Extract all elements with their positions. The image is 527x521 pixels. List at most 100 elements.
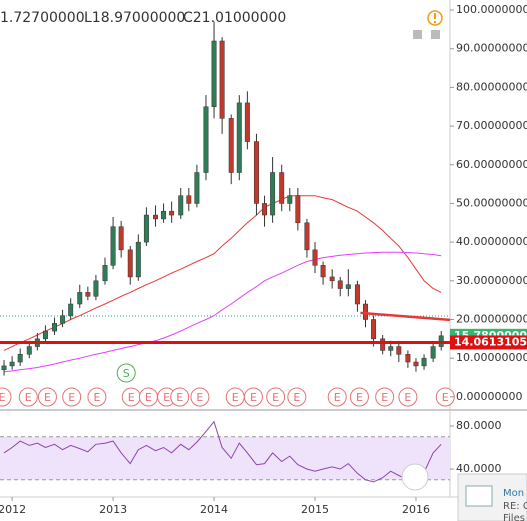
candle-body: [1, 365, 7, 371]
candle-body: [312, 249, 318, 266]
candle-body: [371, 319, 377, 340]
candle-body: [194, 172, 200, 204]
candle-body: [161, 210, 167, 220]
candle-body: [337, 280, 343, 289]
event-label: E: [404, 391, 411, 404]
notification-line: Files: [503, 513, 525, 521]
moving-average: [3, 195, 442, 351]
y-tick-label: 50.00000000: [456, 196, 527, 209]
y-tick-label: 80.00000000: [456, 80, 527, 93]
candle-body: [405, 354, 411, 363]
candle-body: [42, 330, 48, 340]
candle-body: [421, 357, 427, 367]
event-marker[interactable]: [375, 387, 395, 407]
candle-body: [110, 226, 116, 266]
y-tick-label: 10.00000000: [456, 351, 527, 364]
event-label: E: [128, 391, 135, 404]
alert-icon-bar: [434, 13, 436, 19]
candle-body: [153, 214, 158, 220]
candle-body: [244, 102, 250, 142]
axes: 0.00000000 10.00000000 20.00000000 30.00000…: [0, 3, 527, 516]
candle-body: [60, 315, 66, 324]
x-tick-label: 2016: [402, 503, 430, 516]
event-marker[interactable]: [0, 387, 12, 407]
alert-icon-dot: [434, 21, 436, 23]
candle-body: [262, 203, 267, 216]
x-tick-label: 2013: [99, 503, 127, 516]
candle-body: [127, 249, 133, 278]
event-marker[interactable]: [243, 387, 263, 407]
candle-body: [345, 284, 351, 289]
mail-icon: [465, 485, 493, 507]
event-marker[interactable]: [327, 387, 347, 407]
event-marker[interactable]: [37, 387, 57, 407]
event-marker[interactable]: [398, 387, 418, 407]
event-marker[interactable]: [170, 387, 190, 407]
y-tick-label: 70.00000000: [456, 119, 527, 132]
notification: Mon RE: C Files: [457, 473, 527, 521]
notification-line: Mon: [503, 488, 524, 499]
candle-body: [102, 265, 108, 282]
price-label: 14.06131057: [454, 335, 527, 348]
split-marker[interactable]: [116, 363, 136, 383]
x-tick-label: 2015: [301, 503, 329, 516]
event-marker[interactable]: [349, 387, 369, 407]
candle-body: [363, 303, 368, 320]
candle-body: [68, 303, 74, 316]
candle-body: [26, 346, 32, 355]
candle-body: [270, 172, 276, 216]
scroll-button[interactable]: [401, 463, 429, 491]
candle-body: [135, 241, 141, 278]
y-tick-label: 100.00000000: [456, 3, 527, 16]
candle-body: [186, 195, 192, 204]
y-tick-label: 30.00000000: [456, 274, 527, 287]
x-tick-label: 2012: [0, 503, 26, 516]
event-label: E: [176, 391, 183, 404]
event-marker[interactable]: [18, 387, 38, 407]
alert-icon[interactable]: [427, 10, 443, 26]
event-label: E: [272, 391, 279, 404]
notification-line: RE: C: [503, 501, 527, 512]
event-marker[interactable]: [87, 387, 107, 407]
event-marker[interactable]: [62, 387, 82, 407]
candle-body: [396, 346, 402, 355]
toolbar-icon[interactable]: [413, 30, 422, 39]
rsi-line: [3, 420, 442, 483]
split-label: S: [123, 367, 130, 380]
candle-body: [287, 195, 293, 204]
event-marker[interactable]: [287, 387, 307, 407]
y-tick-label: 40.00000000: [456, 235, 527, 248]
event-label: E: [0, 391, 6, 404]
candle-body: [304, 222, 310, 251]
candle-body: [295, 195, 301, 224]
candle-body: [85, 292, 91, 297]
event-marker[interactable]: [435, 387, 455, 407]
candle-body: [219, 40, 225, 119]
event-label: E: [163, 391, 170, 404]
toolbar-icon[interactable]: [431, 30, 440, 39]
y-tick-label: 60.00000000: [456, 158, 527, 171]
moving-average: [3, 251, 442, 373]
y-tick-label: 90.00000000: [456, 42, 527, 55]
candle-body: [329, 276, 335, 282]
event-marker[interactable]: [266, 387, 286, 407]
candle-body: [320, 265, 326, 278]
header-low: L18.97000000: [84, 10, 185, 26]
event-label: E: [145, 391, 152, 404]
candle-body: [279, 172, 285, 204]
event-label: E: [334, 391, 341, 404]
candle-body: [17, 354, 23, 363]
candle-body: [93, 280, 99, 297]
rsi-pane: [0, 420, 450, 483]
candle-body: [77, 292, 83, 305]
event-label: E: [356, 391, 363, 404]
candle-body: [9, 361, 15, 367]
event-label: E: [68, 391, 75, 404]
candle-body: [118, 226, 124, 251]
event-label: E: [44, 391, 51, 404]
candle-body: [430, 346, 436, 359]
y-tick-label: 20.00000000: [456, 312, 527, 325]
rsi-y-tick-label: 80.0000: [456, 419, 502, 432]
event-marker[interactable]: [190, 387, 210, 407]
